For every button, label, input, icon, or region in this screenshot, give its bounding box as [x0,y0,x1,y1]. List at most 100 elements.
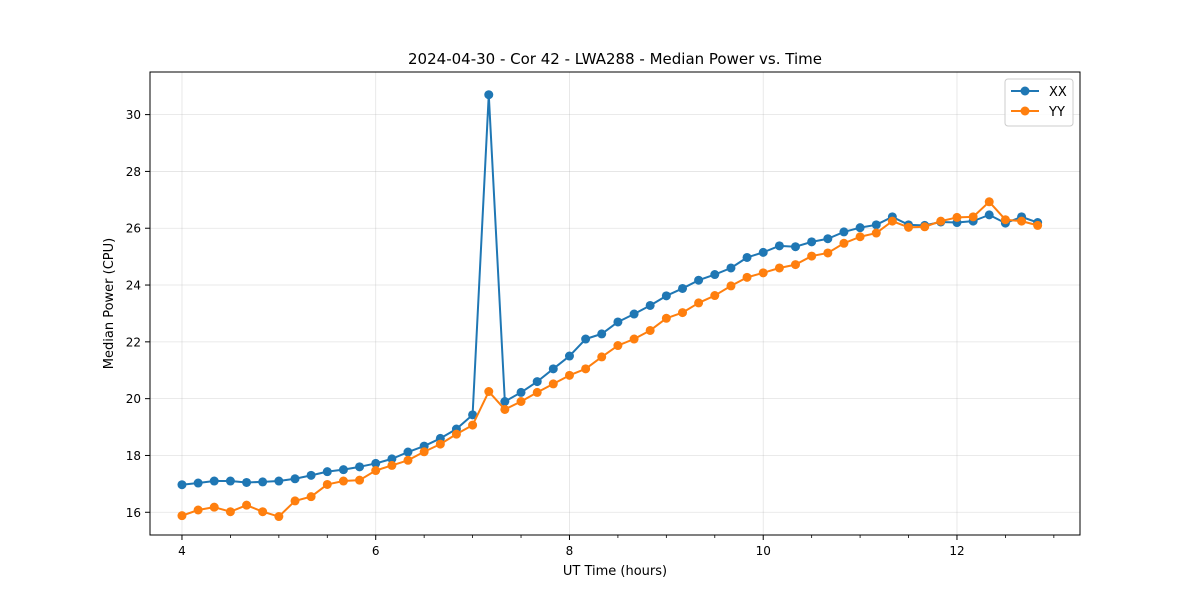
data-point-xx [629,309,639,319]
y-axis: 16 18 20 22 24 26 28 30 [126,108,150,520]
data-point-yy [629,334,639,344]
data-point-yy [855,232,865,242]
series-yy [177,197,1043,522]
legend-marker-xx [1020,86,1030,96]
data-point-xx [209,476,219,486]
data-point-yy [435,439,445,449]
data-point-yy [532,387,542,397]
data-point-xx [726,263,736,273]
data-point-xx [532,377,542,387]
data-point-yy [322,479,332,489]
legend-label-xx: XX [1049,85,1067,100]
data-point-xx [516,387,526,397]
data-point-xx [564,351,574,361]
data-point-yy [516,396,526,406]
data-point-yy [661,313,671,323]
y-tick-label: 18 [126,449,141,463]
data-point-yy [726,281,736,291]
x-tick-label: 12 [949,544,964,558]
data-point-xx [177,480,187,490]
data-point-yy [274,512,284,522]
data-point-yy [1033,220,1043,230]
data-point-yy [936,216,946,226]
data-point-yy [209,502,219,512]
data-point-yy [904,222,914,232]
data-point-yy [225,507,235,517]
data-point-yy [451,429,461,439]
chart-title: 2024-04-30 - Cor 42 - LWA288 - Median Po… [408,50,822,68]
plot-frame [149,71,1081,536]
data-point-xx [484,90,494,100]
data-point-xx [613,317,623,327]
data-point-yy [678,308,688,318]
y-tick-label: 26 [126,222,141,236]
data-point-yy [807,251,817,261]
data-point-yy [597,352,607,362]
data-point-xx [984,210,994,220]
y-tick-label: 24 [126,279,141,293]
data-point-xx [758,247,768,257]
data-point-xx [225,476,235,486]
data-point-xx [645,300,655,310]
x-tick-label: 4 [178,544,186,558]
data-point-yy [371,466,381,476]
data-point-xx [694,275,704,285]
data-point-xx [774,241,784,251]
data-point-yy [564,370,574,380]
data-point-yy [613,341,623,351]
data-point-xx [242,477,252,487]
data-point-yy [839,238,849,248]
data-point-xx [871,220,881,230]
data-point-yy [403,455,413,465]
data-point-yy [290,496,300,506]
data-point-yy [258,507,268,517]
data-point-xx [855,223,865,233]
y-tick-label: 22 [126,335,141,349]
data-point-yy [920,222,930,232]
data-point-xx [548,364,558,374]
data-point-xx [500,396,510,406]
data-point-yy [484,387,494,397]
x-tick-label: 6 [372,544,380,558]
data-point-xx [468,410,478,420]
data-point-yy [500,404,510,414]
data-point-yy [1000,215,1010,225]
series-layer [177,90,1043,522]
data-point-xx [338,465,348,475]
data-point-xx [387,454,397,464]
data-point-yy [645,325,655,335]
data-point-yy [984,197,994,207]
data-point-xx [306,470,316,480]
data-point-xx [790,242,800,252]
data-point-xx [193,478,203,488]
data-point-yy [790,260,800,270]
data-point-yy [1017,216,1027,226]
y-axis-label: Median Power (CPU) [102,238,117,369]
data-point-yy [742,272,752,282]
x-axis: 4 6 8 10 12 [178,535,1055,558]
data-point-yy [968,212,978,222]
data-point-yy [774,263,784,273]
data-point-xx [807,237,817,247]
data-point-xx [355,462,365,472]
legend: XX YY [1004,78,1074,127]
legend-label-yy: YY [1048,105,1065,120]
data-point-xx [839,227,849,237]
data-point-yy [387,460,397,470]
series-xx [177,90,1043,490]
data-point-yy [871,228,881,238]
data-point-xx [710,270,720,280]
x-tick-label: 8 [566,544,574,558]
data-point-yy [758,268,768,278]
data-point-yy [887,216,897,226]
data-point-yy [710,291,720,301]
data-point-yy [952,212,962,222]
data-point-xx [742,252,752,262]
y-tick-label: 20 [126,392,141,406]
data-point-yy [242,500,252,510]
data-point-xx [274,476,284,486]
data-point-yy [823,248,833,258]
data-point-xx [258,477,268,487]
